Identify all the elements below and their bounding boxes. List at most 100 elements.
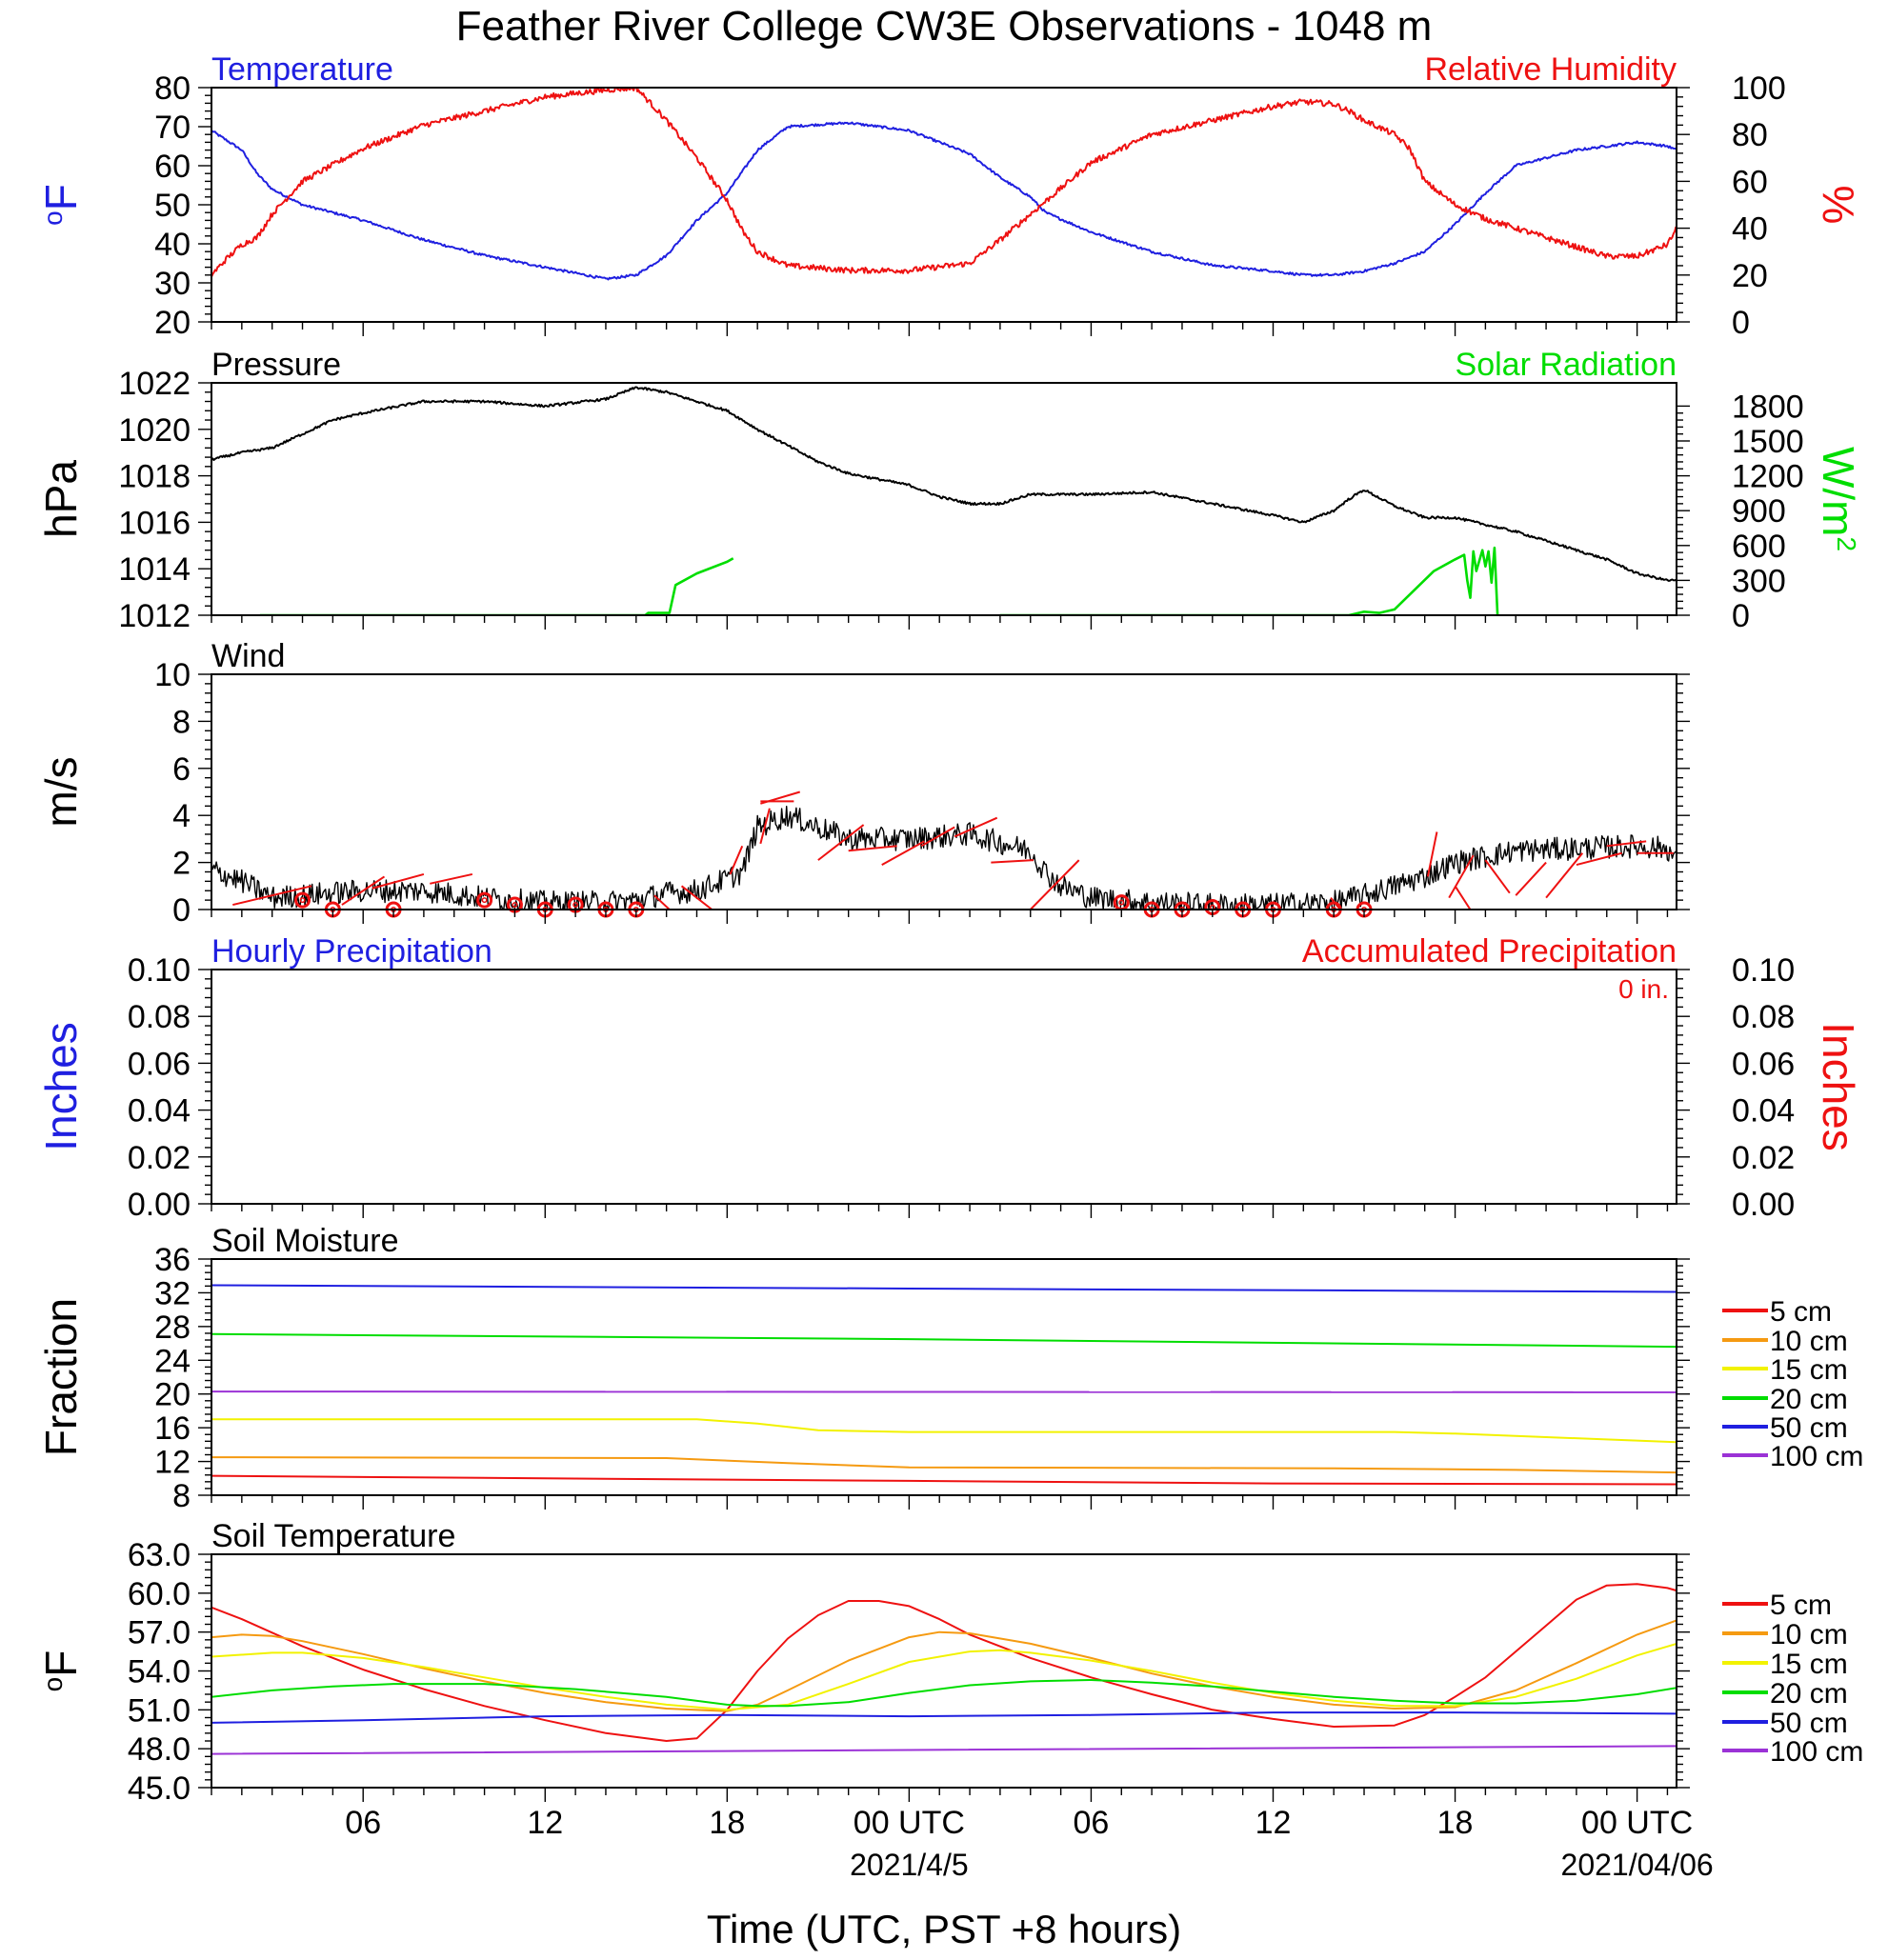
left-tick-label: 10 xyxy=(154,657,191,693)
left-tick-label: 63.0 xyxy=(128,1537,191,1573)
series-line-solar-radiation-1 xyxy=(999,546,1499,615)
left-tick-label: 0.00 xyxy=(128,1187,191,1223)
right-tick-label: 80 xyxy=(1732,117,1768,153)
wind-barb-9 xyxy=(760,790,801,805)
left-tick-label: 8 xyxy=(172,704,191,740)
panel-frame xyxy=(211,673,1677,910)
right-tick-label: 0.00 xyxy=(1732,1187,1795,1223)
y-axis-label-left: oF xyxy=(36,184,86,226)
wind-barb-24 xyxy=(1576,851,1622,867)
series-line-15-cm xyxy=(211,1642,1677,1711)
legend-label-15cm: 15 cm xyxy=(1770,1354,1848,1386)
wind-barb-17 xyxy=(1330,897,1342,910)
x-date-label: 2021/04/06 xyxy=(1561,1848,1714,1882)
left-tick-label: 30 xyxy=(154,266,191,302)
left-tick-label: 28 xyxy=(154,1310,191,1346)
y-axis-label-left: m/s xyxy=(36,756,86,827)
right-tick-label: 1200 xyxy=(1732,459,1804,495)
x-tick-label: 12 xyxy=(1255,1805,1292,1841)
wind-barb-11 xyxy=(848,845,897,852)
series-lines xyxy=(211,88,1677,281)
left-tick-label: 50 xyxy=(154,188,191,224)
series-line-solar-radiation-0 xyxy=(259,557,734,615)
series-line-5-cm xyxy=(211,1474,1677,1486)
series-line-20-cm xyxy=(211,1332,1677,1349)
left-tick-label: 48.0 xyxy=(128,1731,191,1768)
calm-marker-outer-0 xyxy=(294,891,311,909)
right-tick-label: 300 xyxy=(1732,563,1786,599)
x-tick-label: 18 xyxy=(1437,1805,1474,1841)
series-line-100-cm xyxy=(211,1745,1677,1755)
left-tick-label: 12 xyxy=(154,1445,191,1481)
panel-soil_temp: Soil Temperature 45.048.051.054.057.060.0… xyxy=(36,1518,1863,1807)
y-axis-label-left: oF xyxy=(36,1650,86,1692)
right-tick-label: 600 xyxy=(1732,529,1786,565)
legend-label-20cm: 20 cm xyxy=(1770,1678,1848,1710)
left-tick-label: 0.02 xyxy=(128,1140,191,1176)
right-tick-label: 0.02 xyxy=(1732,1140,1795,1176)
panel-title-left: Soil Moisture xyxy=(211,1223,399,1259)
left-tick-label: 36 xyxy=(154,1242,191,1278)
left-tick-label: 70 xyxy=(154,110,191,146)
calm-marker-inner-4 xyxy=(512,902,518,909)
series-line-20-cm xyxy=(211,1679,1677,1708)
wind-barb-0 xyxy=(232,885,312,907)
panel-title-right: Accumulated Precipitation xyxy=(1302,933,1677,970)
calm-marker-inner-0 xyxy=(299,897,306,904)
panel-frame xyxy=(211,969,1677,1205)
left-tick-label: 40 xyxy=(154,227,191,263)
panel-pressure_solar: Pressure Solar Radiation 1012 1014 1016 1018 1… xyxy=(36,347,1863,634)
right-tick-label: 0 xyxy=(1732,305,1750,341)
right-tick-label: 0 xyxy=(1732,598,1750,634)
y-axis-label-right: Inches xyxy=(1814,1022,1863,1151)
left-tick-label: 6 xyxy=(172,751,191,788)
left-tick-label: 45.0 xyxy=(128,1770,191,1807)
left-tick-label: 1022 xyxy=(118,366,191,402)
calm-marker-inner-3 xyxy=(481,897,488,904)
panel-temp_rh: Temperature Relative Humidity203040506070… xyxy=(36,51,1863,341)
left-tick-label: 0.08 xyxy=(128,999,191,1035)
legend-label-10cm: 10 cm xyxy=(1770,1326,1848,1357)
right-tick-label: 20 xyxy=(1732,258,1768,294)
chart-panels: Temperature Relative Humidity203040506070… xyxy=(36,51,1863,1882)
right-tick-label: 100 xyxy=(1732,70,1786,107)
series-lines xyxy=(211,790,1677,910)
wind-barb-12 xyxy=(881,840,925,866)
left-tick-label: 1018 xyxy=(118,459,191,495)
wind-barb-6 xyxy=(729,845,744,875)
series-lines xyxy=(211,386,1677,615)
right-tick-label: 1800 xyxy=(1732,389,1804,425)
wind-barb-18 xyxy=(1426,831,1438,877)
panel-title-right: Solar Radiation xyxy=(1456,347,1677,383)
left-tick-label: 20 xyxy=(154,305,191,341)
series-line-temperature xyxy=(211,121,1677,281)
wind-barb-20 xyxy=(1454,885,1472,910)
wind-barb-25 xyxy=(1606,840,1647,848)
x-date-label: 2021/4/5 xyxy=(850,1848,969,1882)
series-line-relative-humidity xyxy=(211,88,1677,278)
left-tick-label: 32 xyxy=(154,1275,191,1311)
legend-label-15cm: 15 cm xyxy=(1770,1649,1848,1680)
calm-marker-inner-6 xyxy=(572,902,579,909)
y-axis-label-left: Inches xyxy=(36,1022,86,1151)
series-line-50-cm xyxy=(211,1284,1677,1293)
wind-barb-3 xyxy=(430,872,473,885)
left-tick-label: 24 xyxy=(154,1343,191,1379)
left-tick-label: 20 xyxy=(154,1377,191,1413)
right-tick-label: 0.08 xyxy=(1732,999,1795,1035)
calm-marker-inner-9 xyxy=(1118,899,1125,906)
series-lines xyxy=(211,1583,1677,1755)
chart-title: Feather River College CW3E Observations … xyxy=(456,3,1433,50)
wind-barb-1 xyxy=(341,875,386,906)
legend-label-100cm: 100 cm xyxy=(1770,1441,1863,1472)
series-line-15-cm xyxy=(211,1418,1677,1444)
right-tick-label: 60 xyxy=(1732,164,1768,200)
left-tick-label: 60 xyxy=(154,149,191,185)
x-tick-label: 06 xyxy=(345,1805,381,1841)
left-tick-label: 1016 xyxy=(118,505,191,541)
panel-title-right: Relative Humidity xyxy=(1424,51,1677,88)
panel-title-left: Wind xyxy=(211,638,285,674)
panel-title-left: Temperature xyxy=(211,51,393,88)
